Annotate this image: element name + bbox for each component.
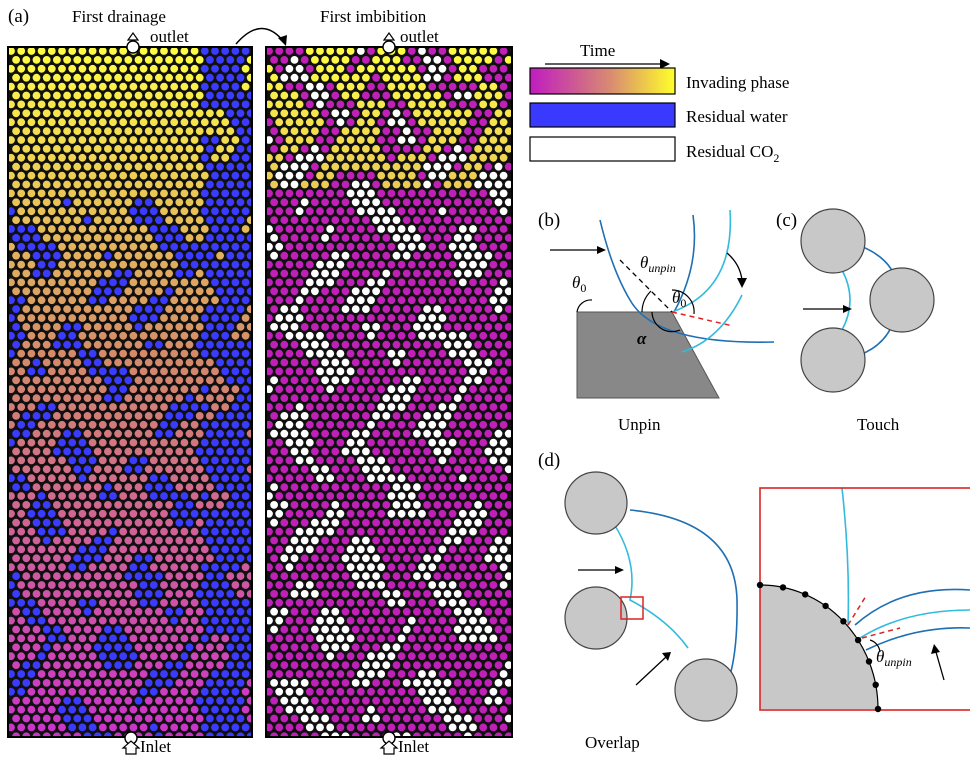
panel-c-caption: Touch — [857, 415, 900, 434]
legend-label-co2: Residual CO2 — [686, 142, 779, 165]
inset-flow-arrow — [935, 651, 945, 681]
imbibition-panel: First imbibition outlet Inlet — [265, 7, 513, 756]
transition-arrow — [235, 27, 285, 45]
legend-time-label: Time — [580, 41, 615, 60]
inset-interface-3 — [859, 609, 970, 639]
inset-angle-arc — [869, 639, 881, 653]
drainage-title: First drainage — [72, 7, 166, 26]
legend-swatch-co2 — [529, 136, 676, 162]
grain-right-c — [869, 267, 935, 333]
imbibition-pore-network — [266, 47, 512, 737]
panel-b-caption: Unpin — [618, 415, 661, 434]
flow-arrow-d-diagonal — [635, 656, 667, 686]
legend-swatch-water — [529, 102, 676, 128]
dash-normal-b — [619, 259, 673, 313]
theta-unpin-label-d: θunpin — [876, 647, 912, 669]
inset-dash-2 — [861, 627, 901, 639]
zoom-marker-box — [620, 596, 644, 620]
imbibition-outlet-label: outlet — [400, 27, 439, 46]
interface-inner-d — [613, 523, 689, 649]
interface-inner-b — [671, 209, 732, 313]
grain-bottom-d — [674, 658, 738, 722]
legend-swatch-invading — [529, 67, 676, 95]
drainage-pore-grid — [8, 47, 252, 737]
drainage-pore-network — [8, 47, 252, 737]
panel-c-label: (c) — [776, 210, 797, 231]
drainage-panel: First drainage outlet Inlet — [7, 7, 253, 756]
inset-interface-4 — [865, 627, 970, 651]
interface-after-b — [681, 294, 743, 353]
panel-d-label: (d) — [538, 450, 560, 471]
grain-middle-d — [564, 586, 628, 650]
angle-arc-theta0-right — [671, 289, 695, 315]
theta0-label-left: θ0 — [572, 273, 586, 295]
drainage-outlet-marker — [126, 31, 140, 54]
imbibition-inlet-label: Inlet — [398, 737, 429, 756]
panel-d-caption: Overlap — [585, 733, 640, 752]
grain-top-d — [564, 471, 628, 535]
interface-inner-c — [841, 269, 851, 331]
grain-top-c — [800, 208, 866, 274]
inset-boundary-nodes — [756, 581, 882, 713]
imbibition-inlet-marker — [379, 731, 399, 755]
time-arrow-head — [660, 59, 670, 69]
angle-arc-unpin — [641, 290, 652, 313]
panel-b-label: (b) — [538, 210, 560, 231]
interface-mid-b — [673, 214, 696, 313]
interface-outer-d — [629, 509, 738, 691]
panel-d: (d) Overlap θunpin — [538, 450, 970, 752]
inset-dash-1 — [847, 595, 867, 626]
angle-arc-theta0-left — [576, 299, 593, 313]
alpha-label: α — [637, 329, 647, 348]
drainage-inlet-label: Inlet — [140, 737, 171, 756]
dash-tangent-b — [671, 311, 734, 327]
solid-corner — [576, 311, 720, 399]
inset-interface-2 — [854, 588, 970, 626]
theta0-label-right: θ0 — [672, 288, 686, 310]
rotation-arrow-b — [726, 252, 743, 281]
legend-label-invading: Invading phase — [686, 73, 789, 92]
imbibition-outlet-marker — [382, 31, 396, 54]
panel-b: (b) θ0 θunpin θ0 α Unpin — [538, 209, 775, 434]
legend-label-water: Residual water — [686, 107, 788, 126]
imbibition-title: First imbibition — [320, 7, 427, 26]
theta-unpin-label-b: θunpin — [640, 253, 676, 275]
drainage-inlet-marker — [121, 731, 141, 755]
zoom-inset — [760, 488, 970, 710]
inset-interface-1 — [841, 488, 850, 626]
legend: Time Invading phase Residual water Resid… — [529, 41, 789, 165]
panel-c: (c) Touch — [776, 208, 935, 434]
drainage-outlet-label: outlet — [150, 27, 189, 46]
panel-a-label: (a) — [8, 6, 29, 27]
grain-bottom-c — [800, 327, 866, 393]
inset-grain-section — [760, 585, 878, 709]
interface-outer-b — [599, 219, 775, 343]
imbibition-pore-grid — [266, 47, 512, 737]
zoom-inset-border — [759, 487, 970, 711]
angle-arc-alpha — [651, 311, 681, 333]
